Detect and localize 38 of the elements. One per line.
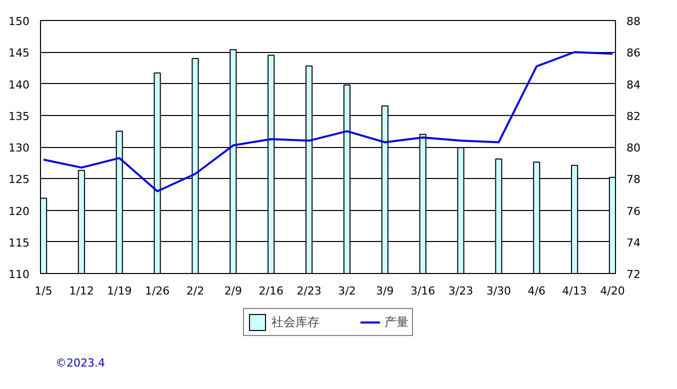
y-tick-label: 110 [8, 268, 30, 281]
y-tick-label: 120 [8, 204, 30, 218]
x-tick-label: 1/19 [107, 284, 132, 298]
x-tick-label: 3/9 [376, 284, 394, 298]
x-tick-label: 1/12 [69, 284, 94, 298]
y-tick-label: 115 [8, 236, 30, 250]
text: ©2023.4 [56, 356, 105, 370]
x-tick-label: 2/9 [224, 284, 242, 298]
y-tick-label: 145 [8, 46, 30, 60]
y-tick-label: 150 [8, 15, 30, 28]
y2-tick-label: 82 [626, 110, 640, 123]
x-tick-label: 3/23 [448, 284, 474, 298]
line-series [42, 51, 614, 192]
y-tick-label: 130 [8, 142, 30, 154]
y2-tick-label: 88 [626, 15, 640, 28]
y2-tick-label: 72 [626, 268, 640, 281]
y-tick-label: 140 [8, 78, 30, 92]
x-tick-label: 4/13 [562, 284, 587, 298]
y2-tick-label: 74 [626, 236, 640, 250]
x-tick-label: 3/16 [410, 284, 436, 298]
x-tick-label: 3/30 [486, 284, 512, 298]
x-tick-label: 4/20 [600, 284, 625, 298]
y-tick-label: 125 [8, 173, 30, 186]
y2-tick-label: 86 [626, 46, 640, 60]
legend-label: 社会库存 [272, 314, 320, 330]
y-tick-label: 135 [8, 110, 30, 123]
y2-tick-label: 78 [626, 173, 640, 186]
x-tick-label: 4/6 [528, 284, 546, 298]
x-tick-label: 2/23 [296, 284, 322, 298]
x-tick-label: 2/16 [258, 284, 284, 298]
y2-tick-label: 76 [626, 204, 640, 218]
x-tick-label: 1/26 [144, 284, 170, 298]
legend-label: 产量 [384, 314, 408, 330]
x-tick-label: 1/5 [34, 284, 52, 298]
y2-tick-label: 84 [626, 78, 640, 92]
y2-tick-label: 80 [626, 142, 640, 154]
x-tick-label: 2/2 [186, 284, 204, 298]
x-tick-label: 3/2 [338, 284, 356, 298]
